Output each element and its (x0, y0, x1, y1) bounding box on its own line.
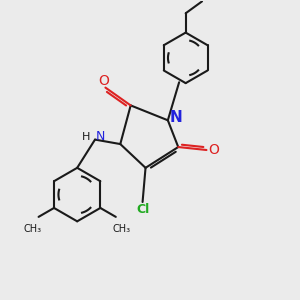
Text: CH₃: CH₃ (113, 224, 131, 234)
Text: H: H (82, 132, 91, 142)
Text: N: N (170, 110, 182, 125)
Text: N: N (96, 130, 105, 143)
Text: O: O (98, 74, 110, 88)
Text: O: O (208, 143, 219, 157)
Text: CH₃: CH₃ (23, 224, 41, 234)
Text: Cl: Cl (136, 203, 150, 216)
